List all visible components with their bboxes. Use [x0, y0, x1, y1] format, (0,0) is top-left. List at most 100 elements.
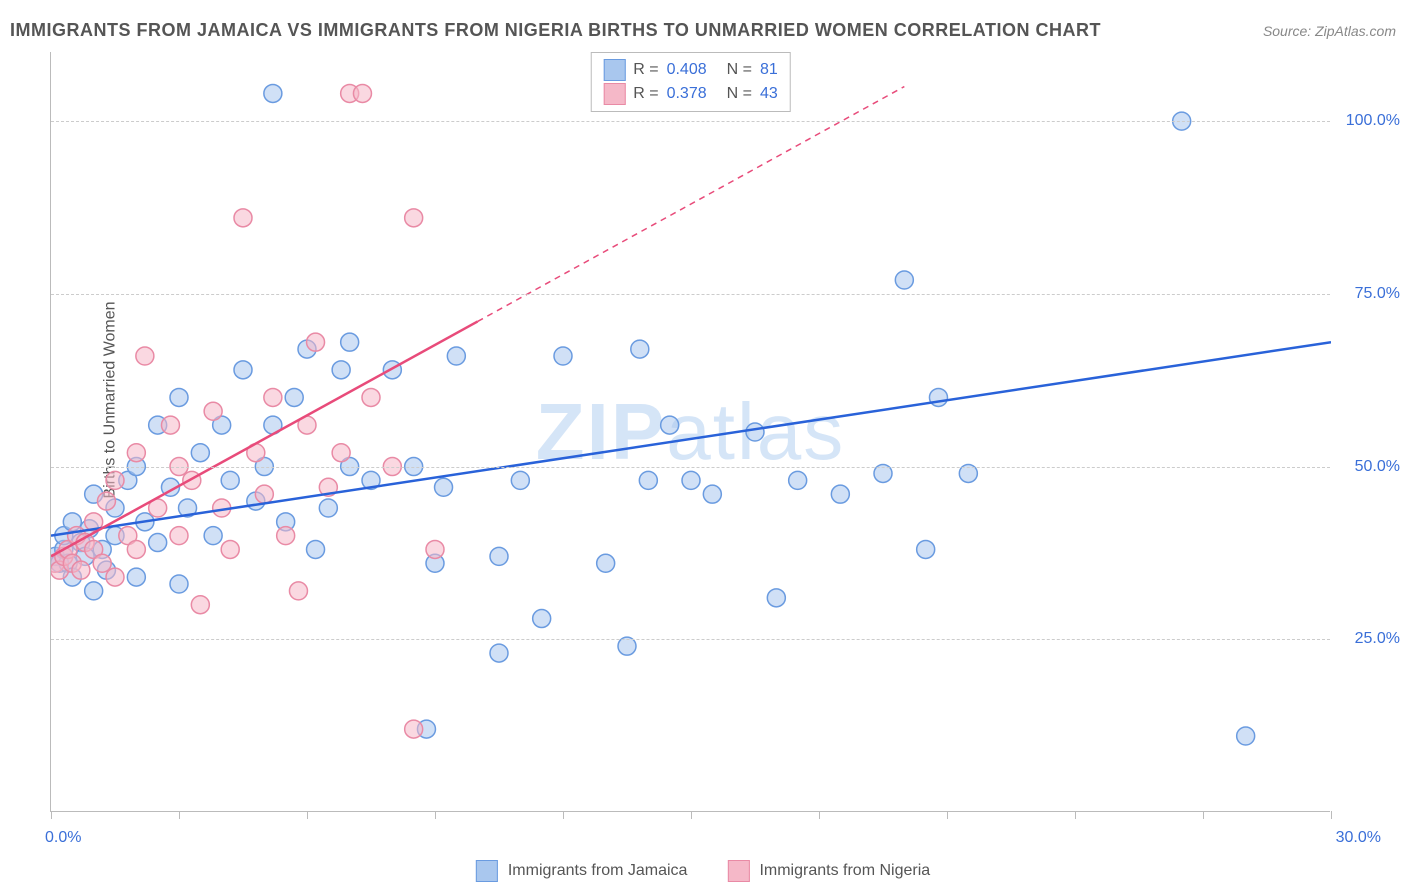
data-point — [204, 527, 222, 545]
n-value: 81 — [760, 61, 778, 79]
x-tick-label-max: 30.0% — [1336, 829, 1381, 847]
series-swatch-icon — [727, 860, 749, 882]
gridline — [51, 467, 1330, 468]
data-point — [213, 416, 231, 434]
data-point — [426, 554, 444, 572]
data-point — [362, 471, 380, 489]
data-point — [119, 527, 137, 545]
data-point — [264, 84, 282, 102]
data-point — [149, 416, 167, 434]
legend-label: Immigrants from Jamaica — [508, 862, 688, 880]
data-point — [85, 513, 103, 531]
data-point — [136, 513, 154, 531]
gridline — [51, 121, 1330, 122]
trend-line-solid — [51, 342, 1331, 535]
data-point — [341, 333, 359, 351]
data-point — [533, 610, 551, 628]
data-point — [234, 361, 252, 379]
data-point — [63, 568, 81, 586]
watermark-thin: atlas — [666, 387, 845, 476]
data-point — [55, 547, 73, 565]
data-point — [68, 527, 86, 545]
x-tick — [947, 811, 948, 819]
data-point — [234, 209, 252, 227]
data-point — [51, 554, 69, 572]
data-point — [59, 540, 77, 558]
data-point — [383, 361, 401, 379]
data-point — [298, 340, 316, 358]
data-point — [221, 471, 239, 489]
data-point — [191, 444, 209, 462]
data-point — [639, 471, 657, 489]
data-point — [277, 513, 295, 531]
data-point — [63, 554, 81, 572]
series-swatch-icon — [603, 83, 625, 105]
series-swatch-icon — [476, 860, 498, 882]
data-point — [490, 547, 508, 565]
data-point — [63, 513, 81, 531]
x-tick — [435, 811, 436, 819]
data-point — [106, 527, 124, 545]
y-tick-label: 100.0% — [1346, 112, 1400, 130]
chart-title: IMMIGRANTS FROM JAMAICA VS IMMIGRANTS FR… — [10, 20, 1101, 41]
x-tick — [51, 811, 52, 819]
data-point — [72, 561, 90, 579]
x-tick — [1203, 811, 1204, 819]
data-point — [264, 416, 282, 434]
trend-line-solid — [51, 321, 478, 556]
data-point — [170, 575, 188, 593]
data-point — [93, 554, 111, 572]
data-point — [119, 471, 137, 489]
y-tick-label: 75.0% — [1355, 285, 1400, 303]
legend-label: Immigrants from Nigeria — [759, 862, 930, 880]
data-point — [405, 720, 423, 738]
data-point — [127, 568, 145, 586]
r-label: R = — [633, 85, 658, 103]
gridline — [51, 294, 1330, 295]
data-point — [51, 561, 69, 579]
source-label: Source: ZipAtlas.com — [1263, 23, 1396, 39]
data-point — [93, 540, 111, 558]
data-point — [85, 582, 103, 600]
data-point — [703, 485, 721, 503]
data-point — [554, 347, 572, 365]
x-tick — [179, 811, 180, 819]
gridline — [51, 639, 1330, 640]
data-point — [170, 527, 188, 545]
data-point — [661, 416, 679, 434]
data-point — [746, 423, 764, 441]
data-point — [97, 492, 115, 510]
data-point — [285, 388, 303, 406]
n-label: N = — [727, 85, 752, 103]
data-point — [307, 540, 325, 558]
watermark: ZIPatlas — [536, 386, 845, 478]
data-point — [929, 388, 947, 406]
data-point — [319, 499, 337, 517]
n-value: 43 — [760, 85, 778, 103]
x-tick — [691, 811, 692, 819]
x-tick — [563, 811, 564, 819]
x-tick — [307, 811, 308, 819]
y-tick-label: 50.0% — [1355, 458, 1400, 476]
data-point — [289, 582, 307, 600]
legend-item: Immigrants from Jamaica — [476, 860, 688, 882]
data-point — [191, 596, 209, 614]
data-point — [417, 720, 435, 738]
data-point — [213, 499, 231, 517]
data-point — [55, 540, 73, 558]
data-point — [59, 554, 77, 572]
data-point — [161, 416, 179, 434]
data-point — [136, 347, 154, 365]
data-point — [405, 209, 423, 227]
data-point — [831, 485, 849, 503]
data-point — [332, 361, 350, 379]
data-point — [682, 471, 700, 489]
data-point — [51, 547, 64, 565]
data-point — [277, 527, 295, 545]
correlation-row: R = 0.408 N = 81 — [603, 59, 778, 81]
watermark-bold: ZIP — [536, 387, 666, 476]
data-point — [631, 340, 649, 358]
n-label: N = — [727, 61, 752, 79]
data-point — [85, 485, 103, 503]
data-point — [161, 478, 179, 496]
